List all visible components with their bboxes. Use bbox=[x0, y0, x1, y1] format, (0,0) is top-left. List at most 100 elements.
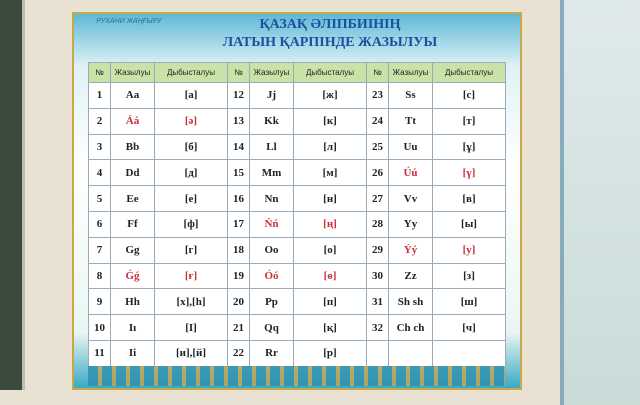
sound-cell: [ң] bbox=[294, 212, 367, 238]
side-board bbox=[560, 0, 640, 405]
sound-cell: [к] bbox=[294, 108, 367, 135]
letter-cell: Ǵǵ bbox=[111, 263, 155, 290]
sound-cell: [ч] bbox=[433, 315, 506, 341]
letter-cell: Oo bbox=[250, 237, 294, 264]
ornament bbox=[88, 366, 505, 386]
number-cell bbox=[367, 341, 389, 367]
letter-cell: Pp bbox=[250, 289, 294, 316]
letter-cell: Jj bbox=[250, 83, 294, 109]
number-cell: 18 bbox=[228, 237, 250, 264]
number-cell: 24 bbox=[367, 108, 389, 135]
letter-cell: Ss bbox=[389, 83, 433, 109]
letter-cell: Dd bbox=[111, 160, 155, 187]
letter-cell: Vv bbox=[389, 186, 433, 212]
sound-cell: [қ] bbox=[294, 315, 367, 341]
letter-cell: Gg bbox=[111, 237, 155, 264]
sound-cell: [р] bbox=[294, 341, 367, 367]
letter-cell: Kk bbox=[250, 108, 294, 135]
number-cell: 10 bbox=[89, 315, 111, 341]
sound-cell: [х],[һ] bbox=[155, 289, 228, 316]
number-cell: 6 bbox=[89, 212, 111, 238]
number-cell: 4 bbox=[89, 160, 111, 187]
letter-cell: Áá bbox=[111, 108, 155, 135]
letter-cell: Ii bbox=[111, 341, 155, 367]
number-cell: 29 bbox=[367, 237, 389, 264]
letter-cell: Aa bbox=[111, 83, 155, 109]
letter-cell: Ńń bbox=[250, 212, 294, 238]
title-line: ҚАЗАҚ ӘЛІПБИІНІҢ bbox=[259, 17, 401, 32]
letter-cell: Ch ch bbox=[389, 315, 433, 341]
sound-cell: [ұ] bbox=[433, 134, 506, 161]
number-cell: 9 bbox=[89, 289, 111, 316]
letter-cell: Ll bbox=[250, 134, 294, 161]
sound-cell: [ү] bbox=[433, 160, 506, 187]
title-line: ЛАТЫН ҚАРПІНДЕ ЖАЗЫЛУЫ bbox=[222, 35, 438, 50]
letter-cell: Ee bbox=[111, 186, 155, 212]
header-cell: Жазылуы bbox=[250, 63, 294, 83]
header-cell: Дыбысталуы bbox=[294, 63, 367, 83]
letter-cell: Ff bbox=[111, 212, 155, 238]
letter-cell: Qq bbox=[250, 315, 294, 341]
header-cell: Дыбысталуы bbox=[433, 63, 506, 83]
letter-cell bbox=[389, 341, 433, 367]
sound-cell: [б] bbox=[155, 134, 228, 161]
number-cell: 8 bbox=[89, 263, 111, 290]
sound-cell: [д] bbox=[155, 160, 228, 187]
number-cell: 23 bbox=[367, 83, 389, 109]
letter-cell: Ýý bbox=[389, 237, 433, 264]
sound-cell: [ы] bbox=[433, 212, 506, 238]
sound-cell: [ф] bbox=[155, 212, 228, 238]
board-edge bbox=[0, 0, 25, 390]
number-cell: 21 bbox=[228, 315, 250, 341]
number-cell: 28 bbox=[367, 212, 389, 238]
sound-cell: [а] bbox=[155, 83, 228, 109]
number-cell: 27 bbox=[367, 186, 389, 212]
number-cell: 14 bbox=[228, 134, 250, 161]
number-cell: 12 bbox=[228, 83, 250, 109]
letter-cell: Úú bbox=[389, 160, 433, 187]
sound-cell: [І] bbox=[155, 315, 228, 341]
number-cell: 2 bbox=[89, 108, 111, 135]
number-cell: 30 bbox=[367, 263, 389, 290]
header-cell: Дыбысталуы bbox=[155, 63, 228, 83]
header-cell: № bbox=[367, 63, 389, 83]
number-cell: 16 bbox=[228, 186, 250, 212]
sound-cell: [и],[й] bbox=[155, 341, 228, 367]
number-cell: 32 bbox=[367, 315, 389, 341]
sound-cell: [ш] bbox=[433, 289, 506, 316]
sound-cell: [з] bbox=[433, 263, 506, 290]
letter-cell: Hh bbox=[111, 289, 155, 316]
sound-cell: [о] bbox=[294, 237, 367, 264]
sound-cell: [в] bbox=[433, 186, 506, 212]
sound-cell: [ә] bbox=[155, 108, 228, 135]
sound-cell: [ө] bbox=[294, 263, 367, 290]
alphabet-table: № Жазылуы Дыбысталуы 1 Aa [а] 2 Áá [ә] 3 Bb [б] 4 Dd[… bbox=[88, 62, 506, 367]
sound-cell: [у] bbox=[433, 237, 506, 264]
number-cell: 7 bbox=[89, 237, 111, 264]
number-cell: 22 bbox=[228, 341, 250, 367]
number-cell: 26 bbox=[367, 160, 389, 187]
letter-cell: Iı bbox=[111, 315, 155, 341]
number-cell: 25 bbox=[367, 134, 389, 161]
number-cell: 11 bbox=[89, 341, 111, 367]
sound-cell bbox=[433, 341, 506, 367]
number-cell: 20 bbox=[228, 289, 250, 316]
letter-cell: Rr bbox=[250, 341, 294, 367]
number-cell: 19 bbox=[228, 263, 250, 290]
header-cell: № bbox=[89, 63, 111, 83]
header-cell: № bbox=[228, 63, 250, 83]
number-cell: 5 bbox=[89, 186, 111, 212]
sound-cell: [г] bbox=[155, 237, 228, 264]
letter-cell: Sh sh bbox=[389, 289, 433, 316]
logo-text: РУХАНИ ЖАҢҒЫРУ bbox=[96, 18, 162, 25]
number-cell: 3 bbox=[89, 134, 111, 161]
number-cell: 31 bbox=[367, 289, 389, 316]
header-cell: Жазылуы bbox=[389, 63, 433, 83]
number-cell: 15 bbox=[228, 160, 250, 187]
sound-cell: [с] bbox=[433, 83, 506, 109]
letter-cell: Bb bbox=[111, 134, 155, 161]
number-cell: 1 bbox=[89, 83, 111, 109]
sound-cell: [м] bbox=[294, 160, 367, 187]
letter-cell: Zz bbox=[389, 263, 433, 290]
sound-cell: [е] bbox=[155, 186, 228, 212]
